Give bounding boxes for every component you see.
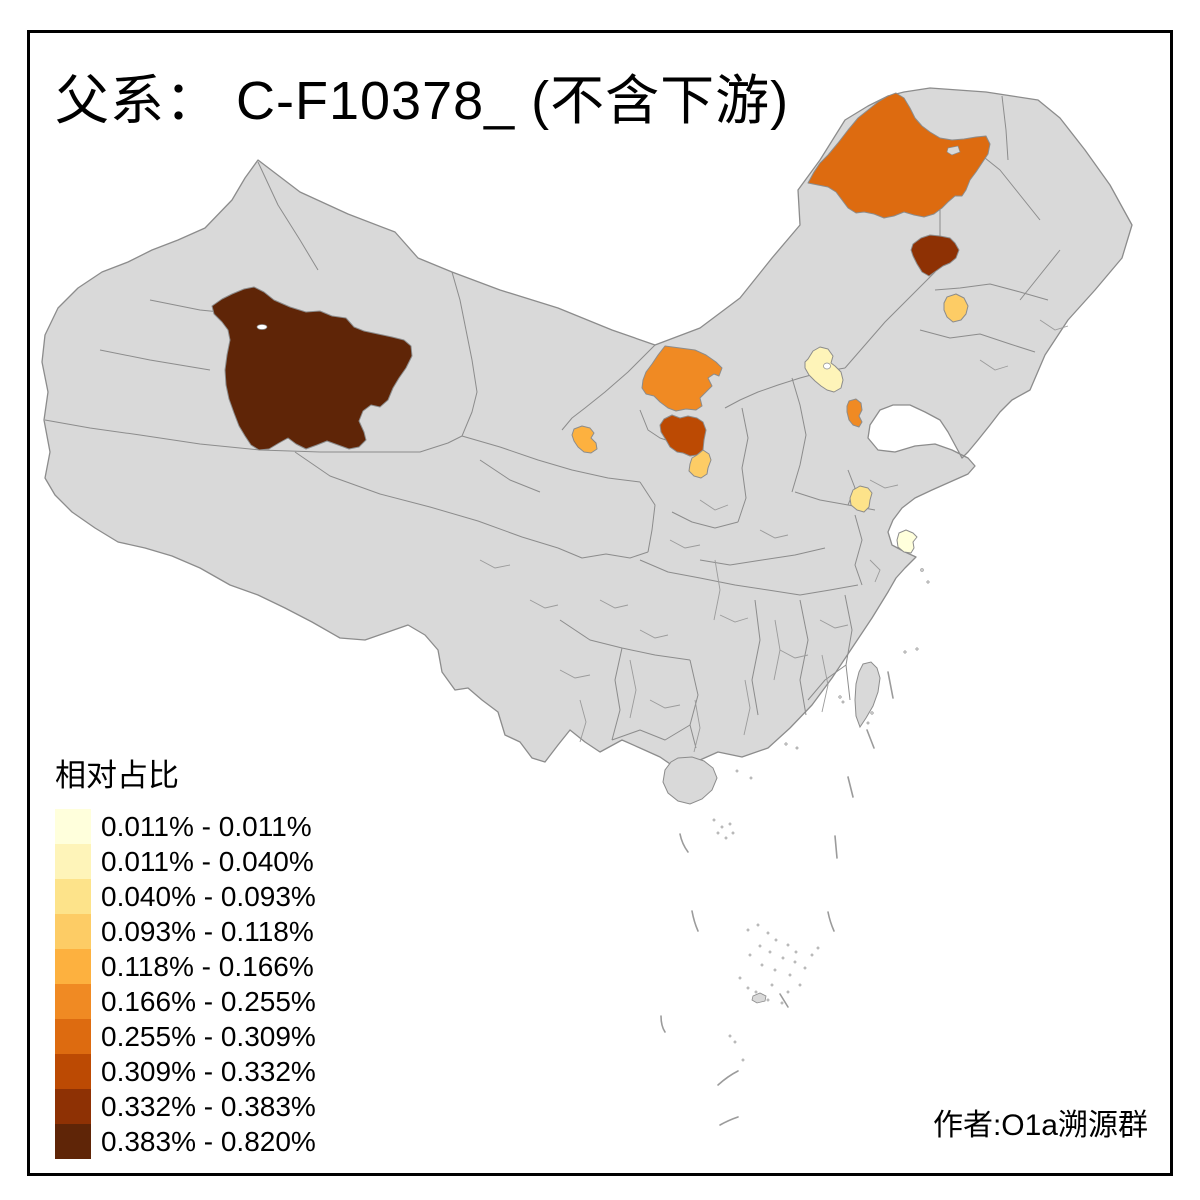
- legend-row: 0.040% - 0.093%: [55, 879, 316, 914]
- page-title: 父系： C-F10378_ (不含下游): [55, 71, 790, 131]
- attribution-text: 作者:O1a溯源群: [932, 1109, 1148, 1142]
- legend-label: 0.011% - 0.040%: [101, 846, 314, 877]
- region-qiqihar-w-heilongjiang: [910, 234, 960, 277]
- legend-swatch: [55, 1019, 91, 1054]
- legend-swatch: [55, 879, 91, 914]
- hainan-island: [662, 756, 718, 805]
- enclave-holes: [256, 145, 961, 370]
- legend-row: 0.255% - 0.309%: [55, 1019, 316, 1054]
- legend-swatch: [55, 809, 91, 844]
- prefecture-boundaries: [479, 319, 1069, 753]
- region-tianjin: [846, 398, 863, 428]
- legend-row: 0.166% - 0.255%: [55, 984, 316, 1019]
- region-ordos-s-inner-mongolia: [641, 345, 723, 412]
- legend-row: 0.011% - 0.040%: [55, 844, 316, 879]
- legend-title: 相对占比: [55, 758, 179, 793]
- legend-label: 0.166% - 0.255%: [101, 986, 316, 1017]
- region-n-jiangsu: [849, 485, 873, 513]
- legend-label: 0.093% - 0.118%: [101, 916, 314, 947]
- taiwan-island: [854, 661, 881, 729]
- legend-row: 0.118% - 0.166%: [55, 949, 316, 984]
- legend-row: 0.383% - 0.820%: [55, 1124, 316, 1159]
- legend: 相对占比 0.011% - 0.011% 0.011% - 0.040% 0.0…: [55, 750, 316, 1159]
- legend-swatch: [55, 914, 91, 949]
- map-frame: [27, 30, 1173, 1176]
- region-central-jilin: [943, 293, 969, 323]
- legend-swatch: [55, 984, 91, 1019]
- legend-label: 0.255% - 0.309%: [101, 1021, 316, 1052]
- legend-row: 0.309% - 0.332%: [55, 1054, 316, 1089]
- legend-label: 0.383% - 0.820%: [101, 1126, 316, 1157]
- legend-swatch: [55, 949, 91, 984]
- south-china-sea-islands: [712, 769, 820, 1062]
- region-yanan-n-shaanxi: [688, 449, 712, 479]
- small-island: [751, 992, 767, 1004]
- region-nantong-se-jiangsu: [896, 529, 918, 554]
- legend-row: 0.093% - 0.118%: [55, 914, 316, 949]
- region-hulunbuir-ne-inner-mongolia: [807, 92, 991, 219]
- legend-label: 0.040% - 0.093%: [101, 881, 316, 912]
- legend-swatch: [55, 1124, 91, 1159]
- legend-swatch: [55, 1054, 91, 1089]
- legend-label: 0.309% - 0.332%: [101, 1056, 316, 1087]
- coastal-islands: [784, 568, 930, 750]
- nine-dash-line: [660, 671, 894, 1126]
- legend-swatch: [55, 844, 91, 879]
- legend-label: 0.332% - 0.383%: [101, 1091, 316, 1122]
- legend-label: 0.118% - 0.166%: [101, 951, 314, 982]
- legend-row: 0.332% - 0.383%: [55, 1089, 316, 1124]
- legend-label: 0.011% - 0.011%: [101, 811, 312, 842]
- region-central-gansu: [571, 425, 598, 454]
- legend-swatch: [55, 1089, 91, 1124]
- region-beijing-area: [804, 346, 844, 393]
- legend-row: 0.011% - 0.011%: [55, 809, 316, 844]
- legend-rows: 0.011% - 0.011% 0.011% - 0.040% 0.040% -…: [55, 809, 316, 1159]
